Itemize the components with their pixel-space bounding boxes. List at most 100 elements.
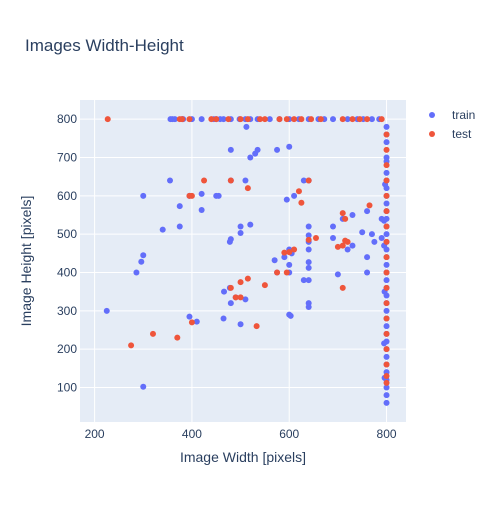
test-point [225, 116, 232, 123]
train-point [237, 321, 244, 328]
train-point [220, 315, 227, 322]
legend-item-train[interactable]: train [429, 108, 475, 122]
train-point [227, 146, 234, 153]
test-point [257, 116, 264, 123]
train-point [274, 146, 281, 153]
test-point [317, 116, 324, 123]
train-point [383, 123, 390, 130]
train-point [287, 312, 294, 319]
test-point [383, 330, 390, 337]
train-point [300, 177, 307, 184]
train-point [252, 150, 259, 157]
test-point [104, 116, 111, 123]
legend-marker-train [429, 112, 435, 118]
train-point [237, 223, 244, 230]
test-point [383, 162, 390, 169]
train-point [215, 192, 222, 199]
train-point [193, 318, 200, 325]
train-point [381, 340, 388, 347]
test-point [213, 116, 220, 123]
test-point [227, 284, 234, 291]
test-point [188, 319, 195, 326]
train-point [138, 258, 145, 265]
y-tick-label: 200 [57, 342, 77, 356]
train-point [291, 192, 298, 199]
test-point [208, 116, 215, 123]
train-point [383, 169, 390, 176]
train-point [383, 392, 390, 399]
test-point [261, 282, 268, 289]
train-point [305, 246, 312, 253]
test-point [383, 361, 390, 368]
test-point [128, 342, 135, 349]
train-point [237, 230, 244, 237]
test-point [281, 249, 288, 256]
train-point [364, 208, 371, 215]
train-point [334, 271, 341, 278]
y-axis-label: Image Height [pixels] [18, 196, 34, 327]
train-point [383, 307, 390, 314]
test-point [237, 116, 244, 123]
test-point [291, 246, 298, 253]
test-point [298, 199, 305, 206]
y-tick-label: 500 [57, 227, 77, 241]
train-point [103, 307, 110, 314]
legend-item-test[interactable]: test [429, 127, 472, 141]
train-point [159, 226, 166, 233]
test-point [283, 269, 290, 276]
test-point [244, 275, 251, 282]
test-point [383, 315, 390, 322]
test-point [383, 284, 390, 291]
test-point [356, 116, 363, 123]
test-point [383, 379, 390, 386]
test-point [261, 116, 268, 123]
test-point [186, 116, 193, 123]
train-point [266, 116, 273, 123]
y-tick-label: 700 [57, 151, 77, 165]
test-point [339, 284, 346, 291]
chart-title: Images Width-Height [25, 36, 184, 55]
test-point [339, 242, 346, 249]
test-point [276, 116, 283, 123]
train-point [305, 304, 312, 310]
test-point [186, 192, 193, 199]
test-point [378, 116, 385, 123]
x-axis-label: Image Width [pixels] [180, 449, 306, 465]
test-point [237, 294, 244, 301]
test-point [383, 131, 390, 138]
test-point [298, 116, 305, 123]
train-point [359, 229, 366, 236]
test-point [227, 177, 234, 184]
train-point [364, 254, 371, 261]
x-tick-label: 600 [279, 427, 299, 441]
test-point [201, 177, 208, 184]
test-point [383, 269, 390, 276]
train-point [242, 296, 249, 303]
train-point [383, 277, 390, 284]
test-point [244, 116, 251, 123]
train-point [381, 217, 388, 224]
train-point [349, 242, 356, 249]
x-tick-label: 200 [85, 427, 105, 441]
train-point [242, 177, 249, 184]
train-point [176, 223, 183, 230]
test-point [274, 269, 281, 276]
train-point [305, 232, 312, 239]
train-point [383, 323, 390, 330]
train-point [221, 288, 228, 295]
test-point [149, 330, 156, 337]
train-point [133, 269, 140, 276]
train-point [171, 116, 178, 123]
test-point [283, 116, 290, 123]
test-point [342, 215, 349, 222]
train-point [344, 116, 351, 123]
tick-labels: 200 400 600 800 100 200 300 400 500 600 700 800 [57, 112, 397, 441]
test-point [342, 237, 349, 244]
legend[interactable]: train test [429, 108, 475, 141]
test-point [305, 177, 312, 184]
train-point [286, 261, 293, 268]
test-point [383, 208, 390, 215]
train-point [383, 261, 390, 268]
